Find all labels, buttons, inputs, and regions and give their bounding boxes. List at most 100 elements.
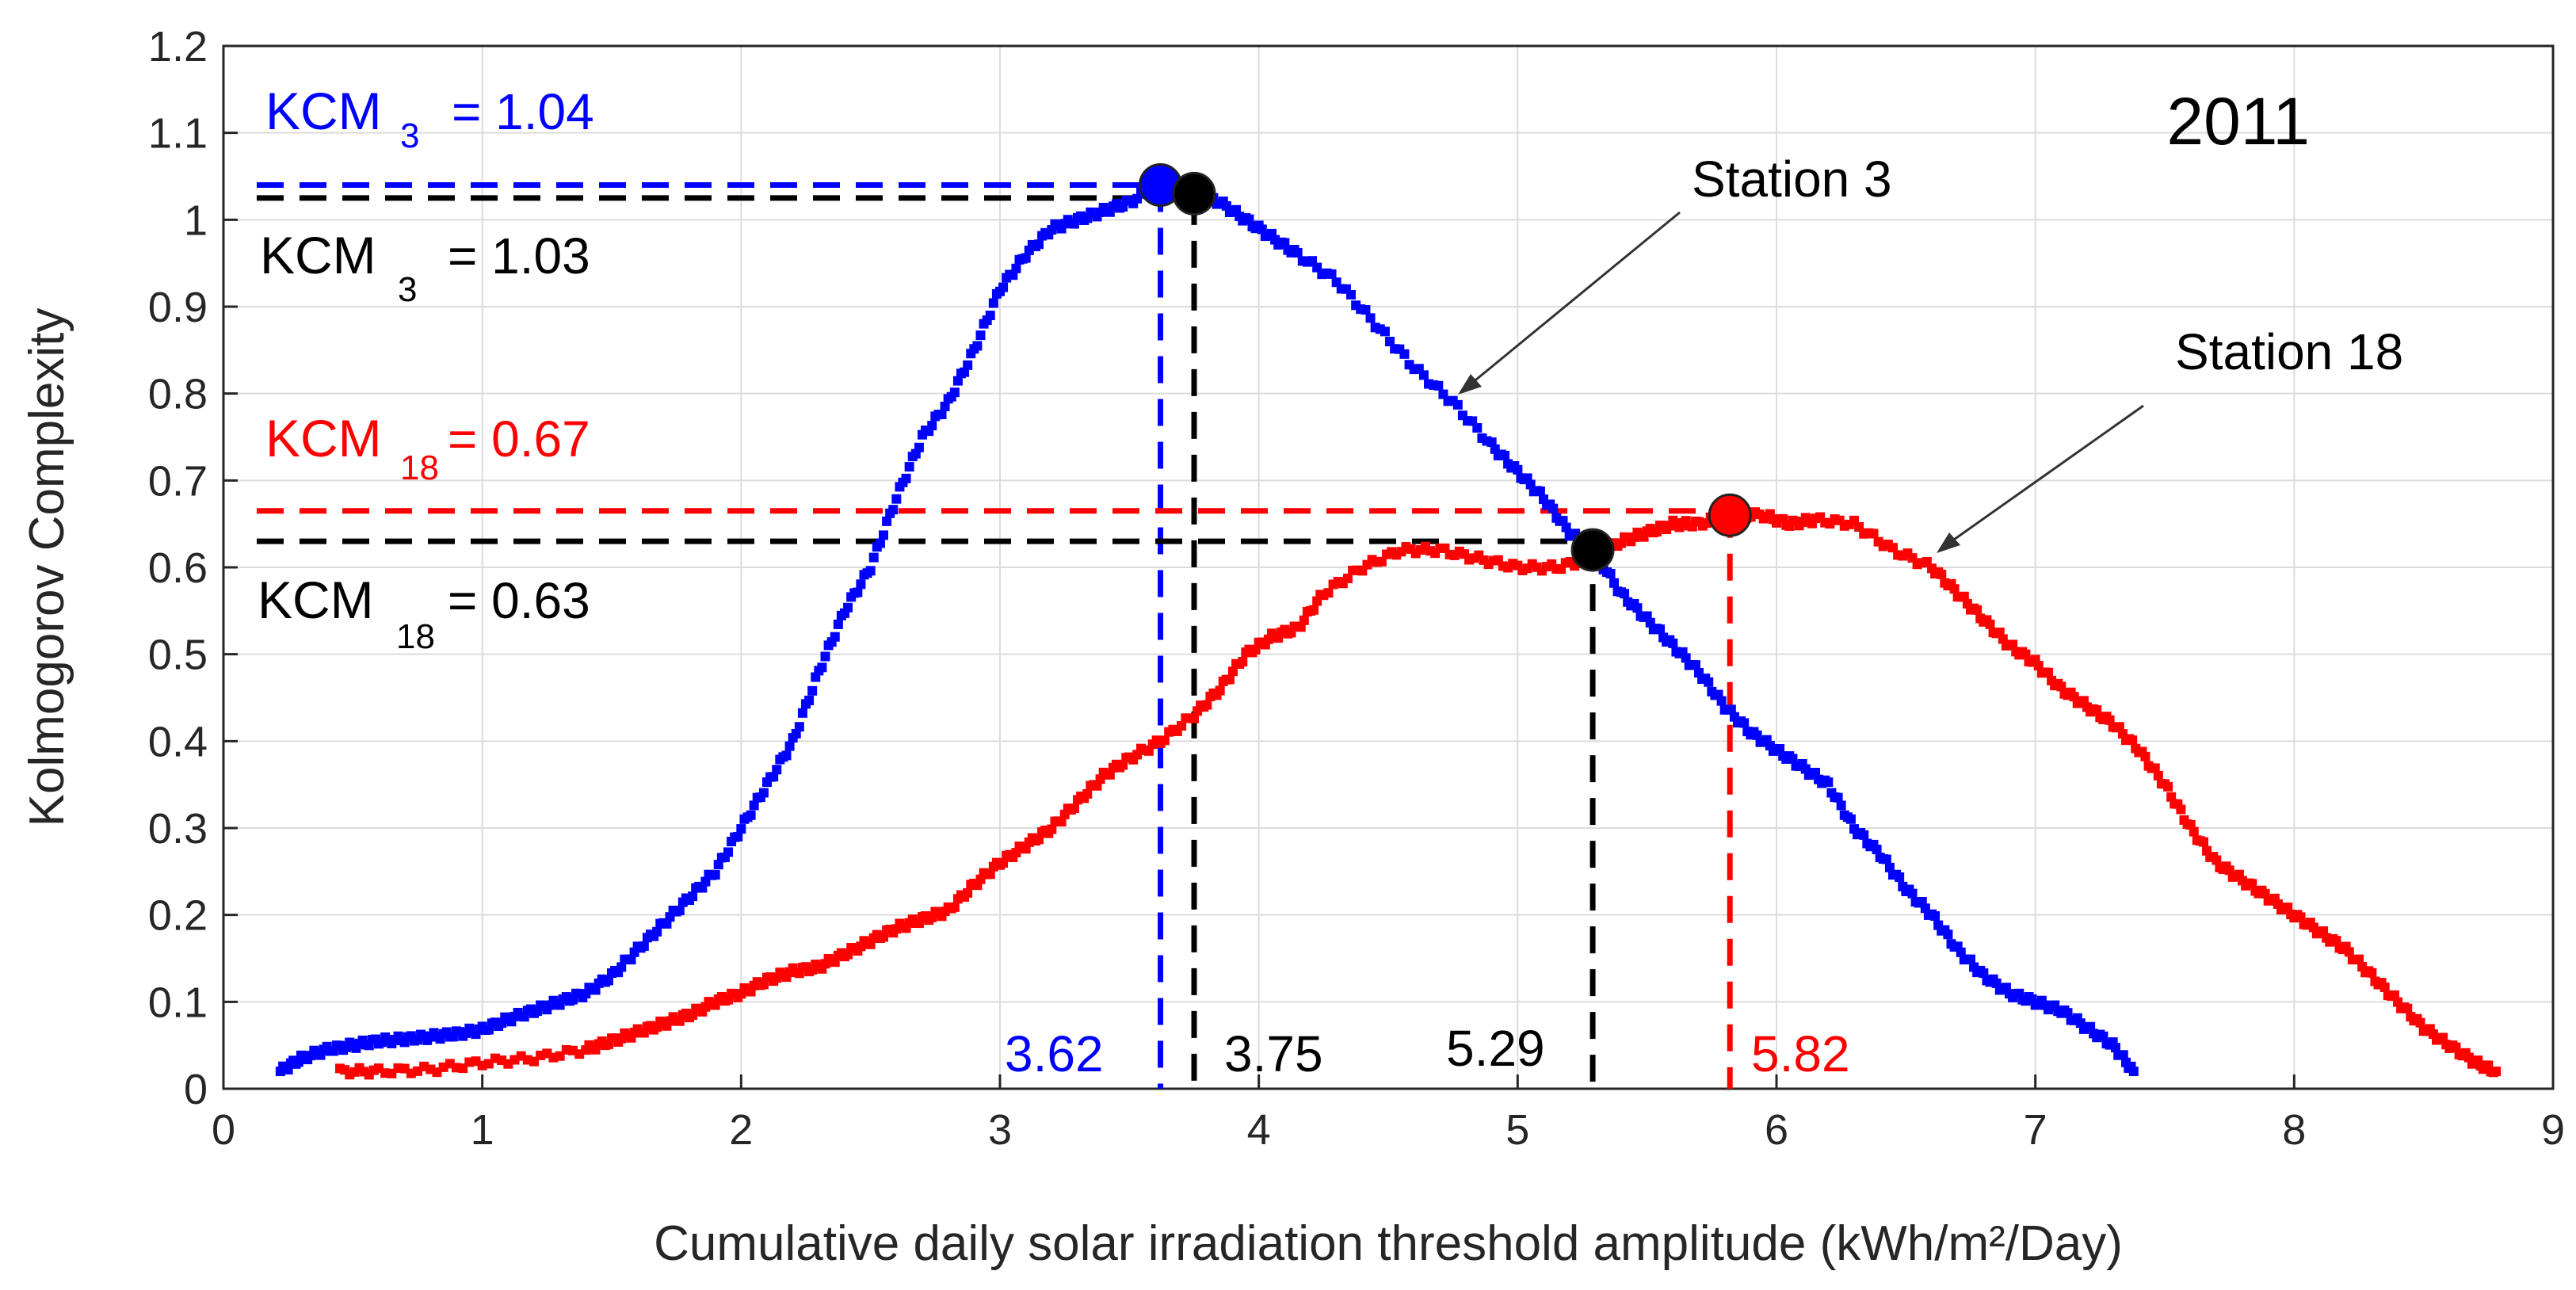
- kcm3-blue-annotation: KCM 3 = 1.04: [265, 82, 594, 155]
- data-point: [2367, 968, 2377, 978]
- data-point: [1561, 522, 1571, 532]
- data-point: [1833, 792, 1843, 803]
- kcm18-red-main: KCM: [265, 409, 382, 468]
- y-tick-label-0.3: 0.3: [148, 805, 208, 853]
- data-point: [820, 651, 830, 662]
- data-point: [710, 870, 720, 880]
- data-point: [807, 685, 818, 696]
- kcm3-black-sub: 3: [398, 270, 417, 309]
- data-point: [2118, 1050, 2128, 1060]
- data-point: [949, 387, 960, 398]
- data-point: [1972, 605, 1983, 615]
- data-point: [1346, 289, 1357, 300]
- kcm18-black-main: KCM: [258, 571, 374, 629]
- data-point: [1943, 929, 1953, 940]
- data-point: [949, 902, 960, 912]
- data-point: [1690, 660, 1700, 670]
- y-tick-label-0.2: 0.2: [148, 892, 208, 940]
- data-point: [2189, 826, 2199, 837]
- data-point: [1292, 247, 1303, 258]
- data-point: [875, 538, 885, 548]
- data-point: [2150, 763, 2160, 773]
- data-point: [2110, 1043, 2120, 1053]
- highlight-markers: [1139, 162, 1752, 572]
- data-point: [1323, 588, 1334, 598]
- x-tick-label-8: 8: [2282, 1106, 2306, 1154]
- data-point: [1034, 834, 1044, 845]
- data-point: [1823, 777, 1834, 788]
- data-point: [2140, 751, 2150, 761]
- kcm18-red-sub: 18: [400, 448, 439, 487]
- data-point: [674, 906, 685, 916]
- data-point: [1959, 591, 1969, 601]
- x-value-label-3.62: 3.62: [1005, 1025, 1104, 1082]
- data-point: [1380, 326, 1390, 337]
- station18-arrowhead: [1937, 532, 1960, 553]
- data-point: [1021, 253, 1031, 263]
- callout-arrows: [1458, 211, 2144, 553]
- data-point: [1189, 713, 1199, 723]
- data-point: [784, 741, 795, 751]
- data-point: [1513, 464, 1523, 475]
- data-point: [1159, 735, 1170, 746]
- x-value-label-5.82: 5.82: [1751, 1025, 1850, 1082]
- data-point: [2344, 947, 2354, 957]
- data-point: [888, 505, 899, 515]
- data-point: [1202, 700, 1212, 710]
- kcm3-black-annotation: KCM 3 = 1.03: [260, 226, 590, 309]
- data-point: [1238, 657, 1248, 667]
- data-point: [1365, 313, 1376, 323]
- data-point: [1047, 824, 1057, 834]
- data-point: [1385, 337, 1395, 347]
- grid: [223, 46, 2553, 1089]
- x-value-label-3.75: 3.75: [1224, 1025, 1323, 1082]
- data-point: [1472, 422, 1483, 433]
- data-point: [1399, 349, 1410, 359]
- data-point: [879, 530, 888, 540]
- station18-arrow: [1945, 404, 2144, 547]
- data-point: [2296, 912, 2306, 922]
- data-point: [2331, 936, 2341, 946]
- data-point: [399, 1037, 410, 1048]
- data-point: [1034, 239, 1044, 250]
- data-point: [985, 311, 995, 321]
- data-point: [1655, 624, 1665, 635]
- data-point: [626, 955, 636, 965]
- data-point: [2021, 649, 2031, 659]
- data-point: [652, 926, 662, 937]
- data-point: [1620, 589, 1630, 599]
- data-point: [1342, 573, 1353, 583]
- data-point: [736, 824, 746, 834]
- data-point: [1228, 666, 1238, 677]
- data-point: [1845, 814, 1856, 824]
- kcm3-blue-main: KCM: [265, 82, 382, 140]
- data-point: [901, 473, 911, 483]
- x-tick-label-0: 0: [212, 1106, 235, 1154]
- data-point: [1118, 760, 1128, 770]
- marker-station18-ref: [1570, 528, 1615, 572]
- y-tick-label-1.2: 1.2: [148, 23, 208, 71]
- data-point: [1739, 718, 1750, 728]
- data-point: [868, 552, 879, 563]
- data-point: [1888, 543, 1898, 553]
- data-point: [1985, 619, 1995, 629]
- data-point: [1452, 399, 1463, 410]
- x-tick-label-9: 9: [2541, 1106, 2565, 1154]
- year-label: 2011: [2166, 84, 2310, 158]
- data-point: [1280, 238, 1290, 248]
- data-point: [2402, 1003, 2413, 1013]
- data-point: [1011, 263, 1021, 273]
- marker-station18-max: [1708, 493, 1752, 537]
- x-tick-label-6: 6: [1765, 1106, 1788, 1154]
- data-point: [1118, 201, 1128, 212]
- data-point: [1726, 704, 1736, 715]
- data-point: [616, 962, 627, 972]
- data-point: [1082, 788, 1093, 799]
- data-point: [1868, 529, 1879, 539]
- data-point: [1895, 872, 1905, 882]
- data-point: [988, 298, 998, 308]
- data-point: [1836, 800, 1846, 811]
- data-point: [914, 442, 924, 452]
- data-point: [1361, 305, 1371, 315]
- x-axis-title: Cumulative daily solar irradiation thres…: [654, 1216, 2123, 1271]
